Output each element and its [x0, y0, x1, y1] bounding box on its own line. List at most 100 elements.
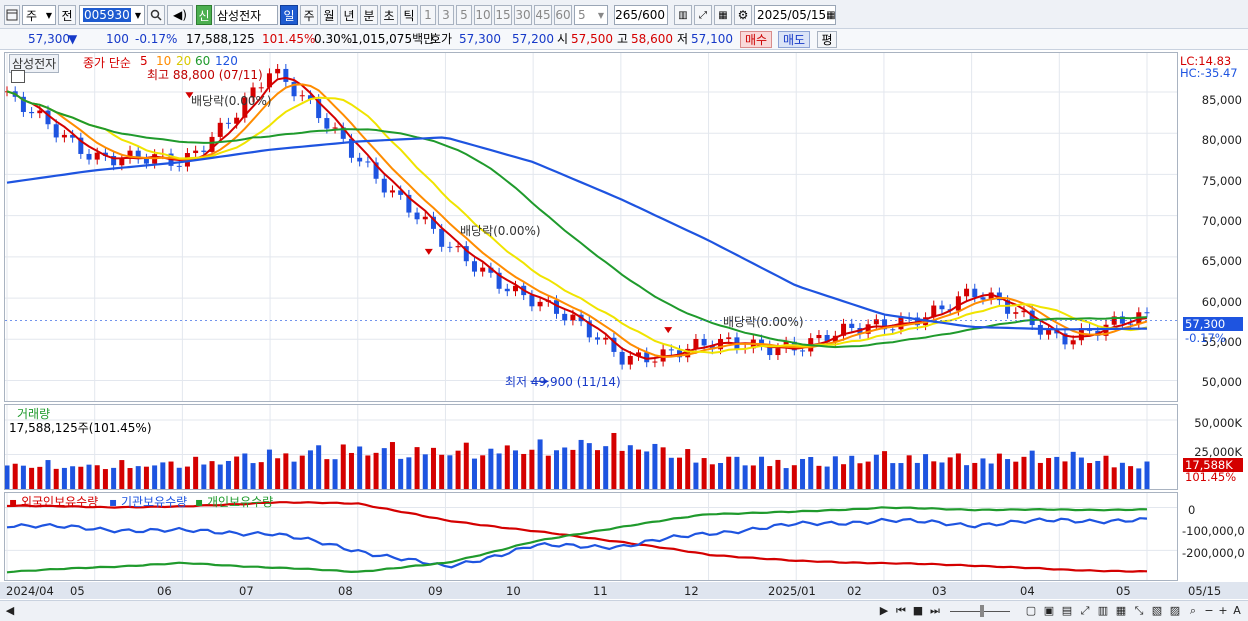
volume-bar — [947, 457, 953, 489]
volume-chart-panel[interactable]: 거래량 17,588,125주(101.45%) — [4, 404, 1178, 490]
down-arrow-icon: ▼ — [68, 32, 78, 46]
custom-interval-select[interactable]: 5 ▼ — [574, 5, 608, 25]
candle-body — [562, 313, 568, 321]
low-label: 저 — [677, 32, 689, 46]
candle-body — [955, 296, 961, 311]
layout-icon[interactable]: ▨ — [1169, 604, 1181, 617]
date-axis: 2024/04 05 06 07 08 09 10 11 12 2025/01 … — [0, 582, 1248, 599]
stock-name-field[interactable]: 삼성전자 — [214, 5, 278, 25]
price-axis: LC:14.83 HC:-35.47 85,000 80,000 75,000 … — [1180, 52, 1248, 402]
volume-bar — [5, 465, 10, 489]
volume-bar — [94, 465, 100, 489]
volume-bar — [988, 463, 994, 489]
text-tool-icon[interactable]: A — [1233, 604, 1241, 617]
zoom-out-icon[interactable]: − — [1204, 604, 1214, 617]
layout-icon[interactable]: ⤢ — [1080, 604, 1090, 617]
speaker-menu-button[interactable]: ◀) — [167, 5, 193, 25]
layout-icon[interactable]: ▧ — [1151, 604, 1163, 617]
holding-axis: 0 -100,000,0 -200,000,0 — [1180, 492, 1248, 581]
stock-code-input[interactable]: 005930 ▼ — [79, 5, 145, 25]
tab-month[interactable]: 월 — [320, 5, 338, 25]
search-icon[interactable]: ⌕ — [1189, 604, 1197, 617]
candle-body — [865, 324, 871, 334]
grid-button[interactable]: ▦ — [714, 5, 732, 25]
layout-icon[interactable]: ▤ — [1061, 604, 1073, 617]
volume-bar — [332, 459, 338, 489]
minute-option-15[interactable]: 15 — [494, 5, 512, 25]
price-chart-panel[interactable]: 삼성전자 종가 단순 5 10 20 60 120 최고 88,800 (07/… — [4, 52, 1178, 402]
market-type-label: 주 — [26, 8, 38, 23]
minute-option-10[interactable]: 10 — [474, 5, 492, 25]
bar-count-field[interactable]: 265/600 — [614, 5, 668, 25]
search-button[interactable] — [147, 5, 165, 25]
candle-body — [61, 134, 67, 138]
stop-icon[interactable]: ■ — [912, 604, 924, 617]
rewind-icon[interactable]: ⏮ — [896, 604, 906, 617]
candle-body — [685, 348, 691, 358]
holding-chart-panel[interactable]: ▪ 외국인보유수량 ▪ 기관보유수량 ▪ 개인보유수량 — [4, 492, 1178, 581]
tab-second[interactable]: 초 — [380, 5, 398, 25]
buy-button[interactable]: 매수 — [740, 31, 772, 48]
forward-icon[interactable]: ⏭ — [930, 604, 940, 617]
sell-button[interactable]: 매도 — [778, 31, 810, 48]
price-chart[interactable] — [5, 53, 1178, 402]
minute-option-1[interactable]: 1 — [420, 5, 436, 25]
volume-bar — [841, 464, 847, 489]
legend-ma60: 60 — [195, 54, 211, 68]
candle-body — [37, 110, 43, 114]
prev-button[interactable]: 전 — [58, 5, 76, 25]
eval-button[interactable]: 평 — [817, 31, 837, 48]
tab-tick[interactable]: 틱 — [400, 5, 418, 25]
holding-chart[interactable] — [5, 493, 1178, 581]
market-type-select[interactable]: 주 ▼ — [22, 5, 56, 25]
volume-bar — [1005, 459, 1011, 489]
volume-chart[interactable] — [5, 405, 1178, 490]
candle-body — [603, 337, 609, 340]
volume-bar — [398, 458, 404, 489]
draw-tool-button[interactable]: ⤢ — [694, 5, 712, 25]
date-field[interactable]: 2025/05/15 ▦ — [754, 5, 836, 25]
volume-bar — [160, 462, 166, 489]
indicator-button[interactable]: ▥ — [674, 5, 692, 25]
layout-icon[interactable]: ⤡ — [1134, 604, 1144, 617]
volume-bar — [143, 466, 149, 489]
tab-minute[interactable]: 분 — [360, 5, 378, 25]
chart-scroll-bar[interactable]: ◀ ▶ ⏮ ■ ⏭ ▢ ▣ ▤ ⤢ ▥ ▦ ⤡ ▧ ▨ ⌕ − + A — [0, 600, 1248, 621]
tab-day[interactable]: 일 — [280, 5, 298, 25]
layout-icon[interactable]: ▢ — [1025, 604, 1037, 617]
minute-option-45[interactable]: 45 — [534, 5, 552, 25]
candle-body — [78, 137, 84, 154]
zoom-in-icon[interactable]: + — [1218, 604, 1228, 617]
layout-icon[interactable]: ▣ — [1043, 604, 1055, 617]
volume-bar — [1111, 467, 1117, 489]
candle-body — [759, 339, 765, 346]
tab-year[interactable]: 년 — [340, 5, 358, 25]
settings-button[interactable]: ⚙ — [734, 5, 752, 25]
window-menu-icon[interactable] — [4, 5, 20, 25]
volume-bar — [955, 453, 961, 489]
volume-bar — [914, 462, 920, 489]
candle-body — [586, 321, 592, 338]
layout-icon[interactable]: ▥ — [1097, 604, 1109, 617]
tab-week[interactable]: 주 — [300, 5, 318, 25]
minute-option-60[interactable]: 60 — [554, 5, 572, 25]
volume-bar — [373, 452, 379, 489]
scroll-right-icon[interactable]: ▶ — [879, 604, 889, 617]
legend-individual-label: 개인보유수량 — [206, 495, 274, 509]
volume-bar — [742, 465, 748, 489]
minute-option-5[interactable]: 5 — [456, 5, 472, 25]
candle-body — [1029, 310, 1035, 326]
volume-bar — [471, 458, 477, 489]
volume-bar — [996, 453, 1002, 489]
candle-body — [414, 212, 420, 220]
chart-table-icon[interactable] — [11, 70, 25, 83]
minute-option-30[interactable]: 30 — [514, 5, 532, 25]
candle-body — [463, 246, 469, 262]
holding-line-외국인보유수량 — [6, 501, 1148, 573]
volume-bar — [553, 450, 559, 489]
layout-icon[interactable]: ▦ — [1115, 604, 1127, 617]
minute-option-3[interactable]: 3 — [438, 5, 454, 25]
scroll-left-icon[interactable]: ◀ — [5, 604, 15, 617]
volume-bar — [652, 443, 658, 489]
zoom-slider-handle[interactable] — [980, 605, 984, 617]
